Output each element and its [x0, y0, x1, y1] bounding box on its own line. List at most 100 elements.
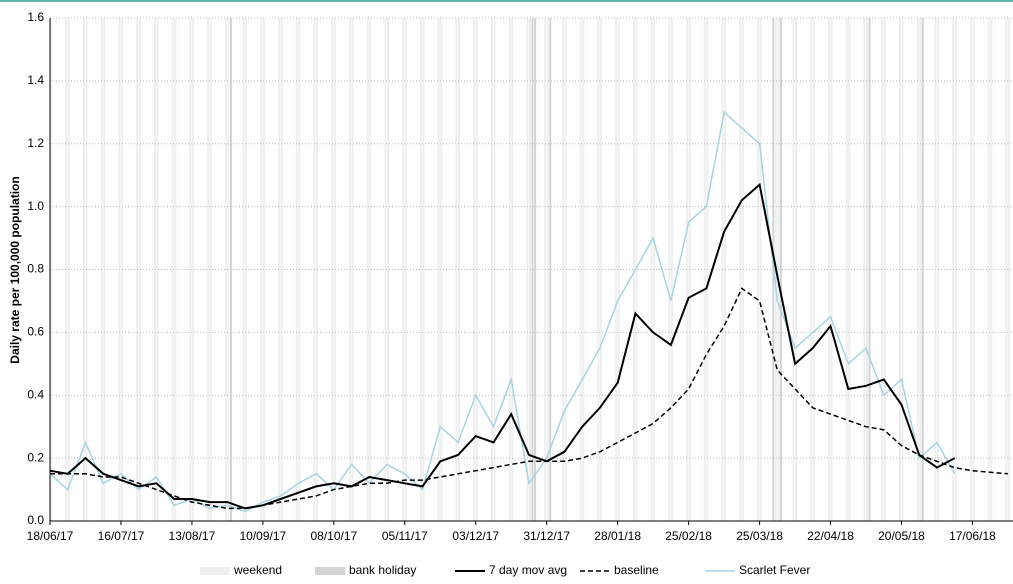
weekend-band [954, 18, 957, 521]
weekend-band [969, 18, 972, 521]
weekend-band [863, 18, 866, 521]
x-tick-label: 18/06/17 [27, 529, 74, 543]
weekend-band [866, 18, 869, 521]
weekend-band [245, 18, 248, 521]
bank-holiday-band [921, 18, 924, 521]
weekend-band [120, 18, 123, 521]
legend-swatch [315, 567, 345, 575]
x-tick-label: 25/02/18 [665, 529, 712, 543]
weekend-band [564, 18, 567, 521]
weekend-band [138, 18, 141, 521]
weekend-band [189, 18, 192, 521]
weekend-band [278, 18, 281, 521]
weekend-band [848, 18, 851, 521]
weekend-band [650, 18, 653, 521]
weekend-band [209, 18, 212, 521]
weekend-band [455, 18, 458, 521]
weekend-band [635, 18, 638, 521]
weekend-band [153, 18, 156, 521]
weekend-band [50, 18, 53, 521]
weekend-band [759, 18, 762, 521]
y-tick-label: 0.6 [27, 325, 44, 339]
y-tick-label: 1.0 [27, 199, 44, 213]
weekend-band [653, 18, 656, 521]
series-line [49, 110, 956, 513]
weekend-band [972, 18, 975, 521]
weekend-band [174, 18, 177, 521]
weekend-band [792, 18, 795, 521]
weekend-band [458, 18, 461, 521]
weekend-band [333, 18, 336, 521]
x-tick-label: 16/07/17 [98, 529, 145, 543]
y-tick-label: 0.2 [27, 450, 44, 464]
weekend-band [830, 18, 833, 521]
weekend-band [845, 18, 848, 521]
weekend-band [615, 18, 618, 521]
y-tick-label: 0.0 [27, 513, 44, 527]
weekend-band [260, 18, 263, 521]
weekend-band [987, 18, 990, 521]
weekend-band [419, 18, 423, 521]
weekend-band [224, 18, 227, 521]
weekend-band [1005, 18, 1008, 521]
legend-label: weekend [233, 563, 282, 577]
weekend-band [881, 18, 884, 521]
weekend-band [528, 18, 531, 521]
weekend-band [437, 18, 440, 521]
weekend-band [171, 18, 174, 521]
weekend-band [828, 18, 831, 521]
y-tick-label: 1.4 [27, 73, 44, 87]
x-tick-label: 10/09/17 [240, 529, 287, 543]
x-tick-label: 08/10/17 [310, 529, 357, 543]
x-tick-label: 13/08/17 [169, 529, 216, 543]
weekend-band [936, 18, 940, 521]
bank-holiday-band [534, 18, 537, 521]
weekend-band [387, 18, 390, 521]
legend-label: Scarlet Fever [739, 563, 810, 577]
weekend-band [242, 18, 245, 521]
weekend-band [812, 18, 815, 521]
weekend-band [422, 18, 425, 521]
weekend-band [191, 18, 194, 521]
weekend-band [473, 18, 476, 521]
bank-holiday-band [531, 18, 534, 521]
legend-label: 7 day mov avg [489, 563, 567, 577]
weekend-band [579, 18, 582, 521]
weekend-band [369, 18, 372, 521]
bank-holiday-band [779, 18, 782, 521]
weekend-band [632, 18, 635, 521]
y-axis-label: Daily rate per 100,000 population [8, 176, 22, 363]
weekend-band [686, 18, 689, 521]
bank-holiday-band [549, 18, 552, 521]
y-tick-label: 1.6 [27, 10, 44, 24]
weekend-band [741, 18, 744, 521]
weekend-band [795, 18, 798, 521]
weekend-band [990, 18, 993, 521]
weekend-band [617, 18, 620, 521]
weekend-band [366, 18, 369, 521]
weekend-band [384, 18, 387, 521]
weekend-band [597, 18, 600, 521]
weekend-band [65, 18, 68, 521]
weekend-band [1007, 18, 1010, 521]
weekend-band [777, 18, 780, 521]
x-tick-label: 31/12/17 [523, 529, 570, 543]
weekend-band [668, 18, 671, 521]
x-tick-label: 17/06/18 [949, 529, 996, 543]
weekend-band [599, 18, 602, 521]
legend-swatch [200, 567, 230, 575]
weekend-band [561, 18, 564, 521]
x-tick-label: 20/05/18 [878, 529, 925, 543]
weekend-band [207, 18, 210, 521]
y-tick-label: 1.2 [27, 136, 44, 150]
x-tick-label: 03/12/17 [452, 529, 499, 543]
weekend-band [810, 18, 813, 521]
legend-label: baseline [614, 563, 659, 577]
weekend-band [440, 18, 443, 521]
weekend-band [546, 18, 549, 521]
legend-label: bank holiday [349, 563, 416, 577]
weekend-band [351, 18, 354, 521]
weekend-band [156, 18, 159, 521]
y-tick-label: 0.4 [27, 387, 44, 401]
